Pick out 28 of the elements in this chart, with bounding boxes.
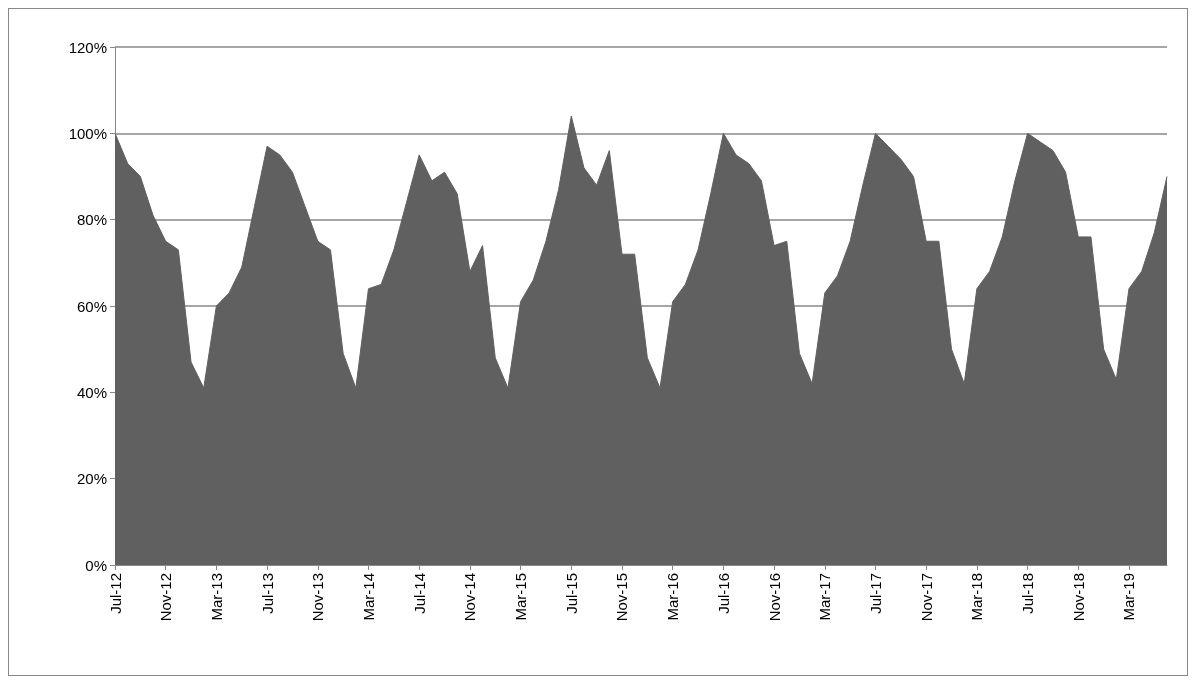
y-tick-label: 0% xyxy=(85,556,107,574)
x-tick-label: Nov-18 xyxy=(1069,573,1087,622)
x-tick-label: Mar-14 xyxy=(359,573,377,621)
x-tick-label: Jul-17 xyxy=(866,573,884,614)
x-tick-label: Nov-12 xyxy=(157,573,175,622)
x-tick-label: Mar-15 xyxy=(512,573,530,621)
x-tick-label: Mar-19 xyxy=(1120,573,1138,621)
x-tick-label: Jul-14 xyxy=(410,573,428,614)
x-tick-label: Nov-17 xyxy=(917,573,935,622)
x-tick-label: Mar-16 xyxy=(664,573,682,621)
x-tick-label: Nov-16 xyxy=(765,573,783,622)
y-tick-label: 80% xyxy=(76,211,107,229)
x-tick-label: Jul-13 xyxy=(258,573,276,614)
x-tick-label: Nov-14 xyxy=(461,573,479,622)
y-tick-label: 20% xyxy=(76,470,107,488)
y-tick-label: 100% xyxy=(68,124,107,142)
y-tick-label: 60% xyxy=(76,297,107,315)
x-tick-label: Nov-13 xyxy=(309,573,327,622)
y-tick-label: 40% xyxy=(76,383,107,401)
x-tick-label: Mar-13 xyxy=(207,573,225,621)
x-tick-label: Jul-15 xyxy=(562,573,580,614)
y-tick-label: 120% xyxy=(68,38,107,56)
x-tick-label: Jul-16 xyxy=(714,573,732,614)
x-tick-label: Jul-18 xyxy=(1019,573,1037,614)
x-tick-label: Jul-12 xyxy=(106,573,124,614)
x-tick-label: Mar-18 xyxy=(968,573,986,621)
x-tick-label: Nov-15 xyxy=(613,573,631,622)
x-tick-label: Mar-17 xyxy=(816,573,834,621)
